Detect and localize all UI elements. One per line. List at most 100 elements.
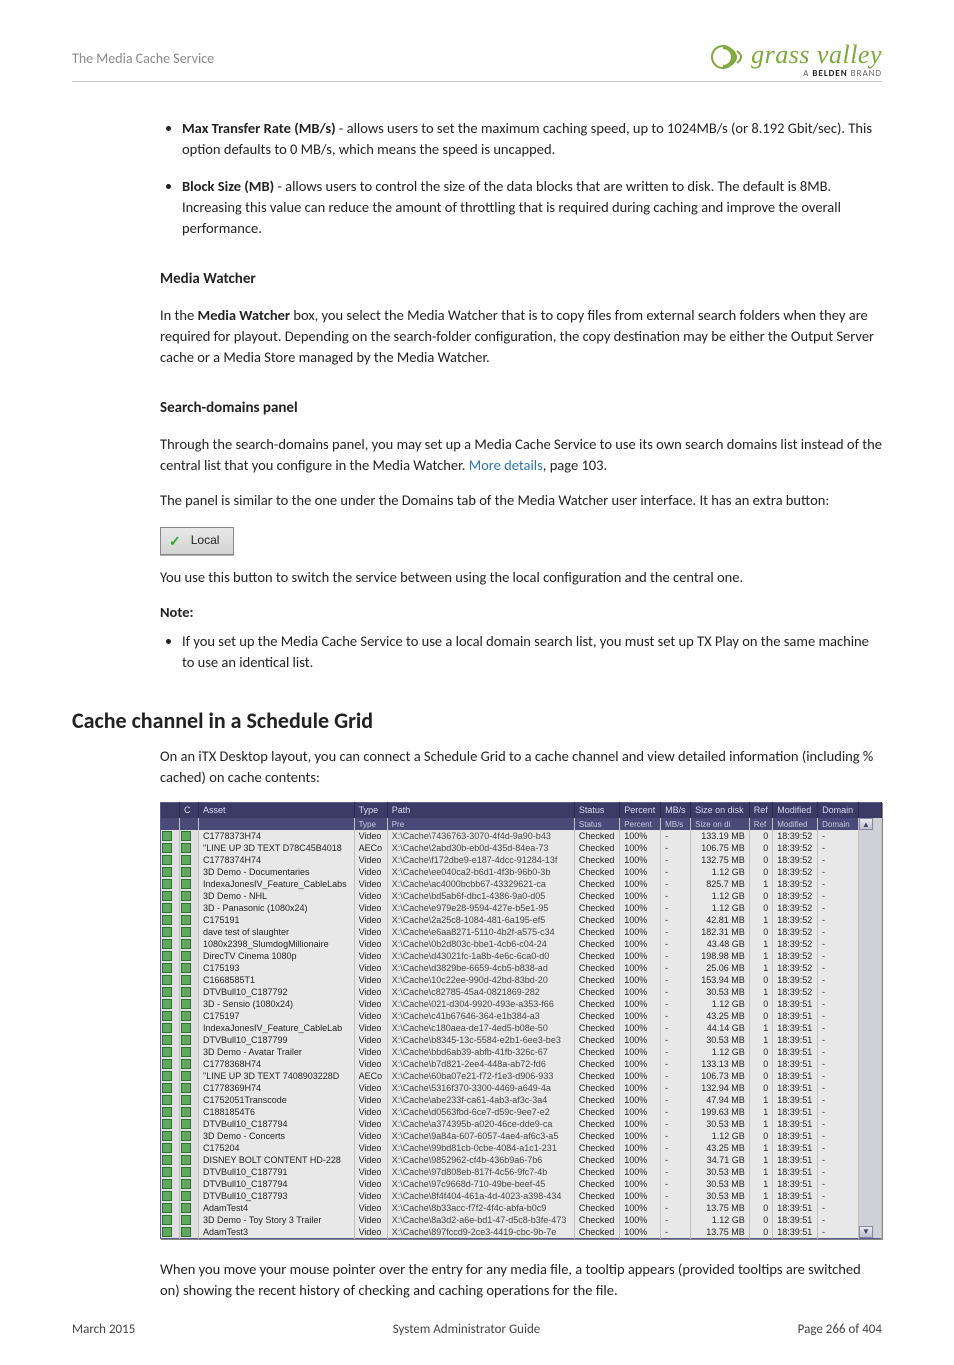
grid-row[interactable]: 3D Demo - Avatar TrailerVideoX:\Cache\bb… bbox=[161, 1046, 882, 1058]
grid-col-header[interactable]: Modified bbox=[773, 803, 818, 819]
expand-icon[interactable] bbox=[162, 867, 172, 877]
more-details-link[interactable]: More details bbox=[469, 456, 543, 474]
grid-row[interactable]: dave test of slaughterVideoX:\Cache\e6aa… bbox=[161, 926, 882, 938]
grid-row[interactable]: 3D Demo - Toy Story 3 TrailerVideoX:\Cac… bbox=[161, 1214, 882, 1226]
expand-icon[interactable] bbox=[162, 1083, 172, 1093]
expand-icon[interactable] bbox=[162, 1227, 172, 1237]
expand-icon[interactable] bbox=[162, 1179, 172, 1189]
expand-icon[interactable] bbox=[162, 879, 172, 889]
expand-icon[interactable] bbox=[162, 1131, 172, 1141]
expand-icon[interactable] bbox=[162, 1203, 172, 1213]
grid-row[interactable]: AdamTest3VideoX:\Cache\897fccd9-2ce3-441… bbox=[161, 1226, 882, 1239]
grid-col-header[interactable]: C bbox=[180, 803, 199, 819]
grid-cell-asset: C175193 bbox=[199, 962, 355, 974]
expand-icon[interactable] bbox=[162, 1059, 172, 1069]
grid-row[interactable]: 1080x2398_SlumdogMillionaireVideoX:\Cach… bbox=[161, 938, 882, 950]
grid-row[interactable]: DTVBull10_C187794VideoX:\Cache\97c9668d-… bbox=[161, 1178, 882, 1190]
expand-icon[interactable] bbox=[162, 939, 172, 949]
grid-cell-size: 198.98 MB bbox=[691, 950, 750, 962]
expand-icon[interactable] bbox=[162, 975, 172, 985]
expand-icon[interactable] bbox=[162, 1167, 172, 1177]
grid-row[interactable]: C1752051TranscodeVideoX:\Cache\abe233f-c… bbox=[161, 1094, 882, 1106]
scroll-up-icon[interactable]: ▲ bbox=[859, 818, 873, 830]
grid-row[interactable]: C175193VideoX:\Cache\d3829be-6659-4cb5-b… bbox=[161, 962, 882, 974]
expand-icon[interactable] bbox=[162, 891, 172, 901]
grid-cell-asset: 3D Demo - Toy Story 3 Trailer bbox=[199, 1214, 355, 1226]
grid-row[interactable]: C1778369H74VideoX:\Cache\5316f370-3300-4… bbox=[161, 1082, 882, 1094]
grid-row[interactable]: DTVBull10_C187799VideoX:\Cache\b8345-13c… bbox=[161, 1034, 882, 1046]
grid-row[interactable]: DTVBull10_C187793VideoX:\Cache\8f4f404-4… bbox=[161, 1190, 882, 1202]
grid-row[interactable]: DirecTV Cinema 1080pVideoX:\Cache\d43021… bbox=[161, 950, 882, 962]
grid-col-header[interactable] bbox=[859, 803, 882, 819]
expand-icon[interactable] bbox=[162, 843, 172, 853]
expand-icon[interactable] bbox=[162, 831, 172, 841]
grid-row[interactable]: C1778368H74VideoX:\Cache\b7d821-2ee4-448… bbox=[161, 1058, 882, 1070]
expand-icon[interactable] bbox=[162, 987, 172, 997]
grid-row[interactable]: DTVBull10_C187792VideoX:\Cache\c82785-45… bbox=[161, 986, 882, 998]
expand-icon[interactable] bbox=[162, 903, 172, 913]
grid-row[interactable]: DISNEY BOLT CONTENT HD-228VideoX:\Cache\… bbox=[161, 1154, 882, 1166]
expand-icon[interactable] bbox=[162, 855, 172, 865]
expand-icon[interactable] bbox=[162, 1107, 172, 1117]
grid-col-header[interactable]: Domain bbox=[818, 803, 859, 819]
grid-cell-dom: - bbox=[818, 1190, 859, 1202]
grid-col-header[interactable]: MB/s bbox=[661, 803, 691, 819]
expand-icon[interactable] bbox=[162, 1095, 172, 1105]
expand-icon[interactable] bbox=[162, 1119, 172, 1129]
expand-icon[interactable] bbox=[162, 1047, 172, 1057]
grid-col-header[interactable]: Percent bbox=[620, 803, 661, 819]
grid-col-header[interactable] bbox=[161, 803, 180, 819]
expand-icon[interactable] bbox=[162, 963, 172, 973]
grid-cell-pct: 100% bbox=[620, 1214, 661, 1226]
expand-icon[interactable] bbox=[162, 1023, 172, 1033]
scroll-down-icon[interactable]: ▼ bbox=[859, 1226, 873, 1238]
grid-row[interactable]: 3D Demo - ConcertsVideoX:\Cache\9a84a-60… bbox=[161, 1130, 882, 1142]
expand-icon[interactable] bbox=[162, 1215, 172, 1225]
expand-icon[interactable] bbox=[162, 927, 172, 937]
grid-row[interactable]: "LINE UP 3D TEXT 7408903228DAECoX:\Cache… bbox=[161, 1070, 882, 1082]
expand-icon[interactable] bbox=[162, 1011, 172, 1021]
grid-row[interactable]: C175197VideoX:\Cache\c41b67646-364-e1b38… bbox=[161, 1010, 882, 1022]
grid-col-header[interactable]: Asset bbox=[199, 803, 355, 819]
grid-row[interactable]: "LINE UP 3D TEXT D78C45B4018AECoX:\Cache… bbox=[161, 842, 882, 854]
cache-grid[interactable]: CAssetTypePathStatusPercentMB/sSize on d… bbox=[160, 802, 882, 1239]
grid-cell-mbs: - bbox=[661, 842, 691, 854]
grid-col-header[interactable]: Status bbox=[574, 803, 619, 819]
grid-cell-pct: 100% bbox=[620, 854, 661, 866]
grid-row[interactable]: 3D Demo - DocumentariesVideoX:\Cache\ee0… bbox=[161, 866, 882, 878]
grid-row[interactable]: C1778373H74VideoX:\Cache\7436763-3070-4f… bbox=[161, 830, 882, 842]
grid-row[interactable]: IndexaJonesIV_Feature_CableLabsVideoX:\C… bbox=[161, 878, 882, 890]
expand-icon[interactable] bbox=[162, 1191, 172, 1201]
grid-row[interactable]: IndexaJonesIV_Feature_CableLabVideoX:\Ca… bbox=[161, 1022, 882, 1034]
grid-row[interactable]: C175204VideoX:\Cache\99bd81cb-0cbe-4084-… bbox=[161, 1142, 882, 1154]
expand-icon[interactable] bbox=[162, 951, 172, 961]
grid-row[interactable]: C1881854T6VideoX:\Cache\d0563fbd-6ce7-d5… bbox=[161, 1106, 882, 1118]
grid-col-header[interactable]: Size on disk bbox=[691, 803, 750, 819]
expand-icon[interactable] bbox=[162, 1155, 172, 1165]
grid-cell-dom: - bbox=[818, 962, 859, 974]
expand-icon[interactable] bbox=[162, 915, 172, 925]
grid-cell-pct: 100% bbox=[620, 1178, 661, 1190]
grid-row[interactable]: DTVBull10_C187791VideoX:\Cache\97d808eb-… bbox=[161, 1166, 882, 1178]
grid-row[interactable]: C1668585T1VideoX:\Cache\10c22ee-990d-42b… bbox=[161, 974, 882, 986]
grid-row[interactable]: 3D - Sensio (1080x24)VideoX:\Cache\021-d… bbox=[161, 998, 882, 1010]
grid-col-header[interactable]: Ref bbox=[749, 803, 772, 819]
grid-col-header[interactable]: Path bbox=[387, 803, 574, 819]
grid-row[interactable]: 3D - Panasonic (1080x24)VideoX:\Cache\e9… bbox=[161, 902, 882, 914]
expand-icon[interactable] bbox=[162, 999, 172, 1009]
grid-cell-mod: 18:39:51 bbox=[773, 1046, 818, 1058]
grid-row[interactable]: C1778374H74VideoX:\Cache\f172dbe9-e187-4… bbox=[161, 854, 882, 866]
grid-row[interactable]: AdamTest4VideoX:\Cache\8b33acc-f7f2-4f4c… bbox=[161, 1202, 882, 1214]
local-button[interactable]: ✓ Local bbox=[160, 527, 234, 555]
grid-cell-size: 1.12 GB bbox=[691, 866, 750, 878]
expand-icon[interactable] bbox=[162, 1071, 172, 1081]
grid-cell-dom: - bbox=[818, 1214, 859, 1226]
grid-row[interactable]: C175191VideoX:\Cache\2a25c8-1084-481-6a1… bbox=[161, 914, 882, 926]
expand-icon[interactable] bbox=[162, 1143, 172, 1153]
grid-col-header[interactable]: Type bbox=[354, 803, 387, 819]
grid-cell-path: X:\Cache\bd5ab6f-dbc1-4386-9a0-d05 bbox=[387, 890, 574, 902]
grid-row[interactable]: DTVBull10_C187794VideoX:\Cache\a374395b-… bbox=[161, 1118, 882, 1130]
grid-cell-dom: - bbox=[818, 830, 859, 842]
expand-icon[interactable] bbox=[162, 1035, 172, 1045]
grid-row[interactable]: 3D Demo - NHLVideoX:\Cache\bd5ab6f-dbc1-… bbox=[161, 890, 882, 902]
